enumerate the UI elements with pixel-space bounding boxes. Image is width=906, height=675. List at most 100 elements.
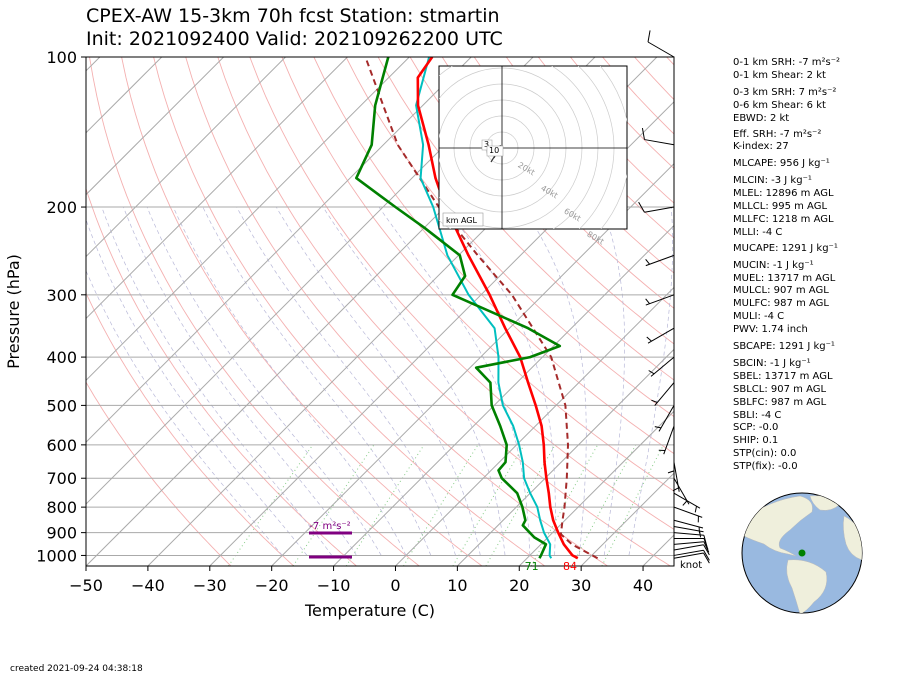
moist-adiabat xyxy=(322,206,506,556)
index-line: 0-1 km SRH: -7 m²s⁻² xyxy=(733,57,840,68)
barb-half xyxy=(645,258,650,265)
index-line: SBLFC: 987 m AGL xyxy=(733,396,827,408)
dry-adiabat xyxy=(86,381,232,566)
dry-adiabat xyxy=(473,57,674,274)
y-tick-label: 900 xyxy=(46,524,77,543)
isotherm xyxy=(518,410,674,566)
index-line: MULFC: 987 m AGL xyxy=(733,298,829,310)
station-marker xyxy=(798,549,806,557)
wind-barb xyxy=(645,254,675,267)
surface-dewpoint-label: 71 xyxy=(525,560,539,573)
dry-adiabat xyxy=(377,57,674,381)
barb-half xyxy=(667,470,675,474)
isotherm xyxy=(209,101,674,566)
index-line: PWV: 1.74 inch xyxy=(733,324,808,336)
isotherm xyxy=(457,348,674,566)
index-line: MUCAPE: 1291 J kg⁻¹ xyxy=(733,242,838,254)
isotherm xyxy=(86,57,286,258)
mixing-ratio-line xyxy=(345,444,425,566)
dry-adiabat xyxy=(86,291,295,566)
wind-barb xyxy=(672,462,680,492)
chart-title: CPEX-AW 15-3km 70h fcst Station: stmarti… xyxy=(86,5,500,27)
land-north-america xyxy=(742,495,813,557)
surface-temperature-label: 84 xyxy=(563,560,577,573)
index-line: SBLI: -4 C xyxy=(733,409,782,421)
barb-staff xyxy=(650,356,675,377)
mixing-ratio-line xyxy=(530,444,599,566)
y-tick-label: 200 xyxy=(46,198,77,217)
x-axis-label: Temperature (C) xyxy=(304,601,435,620)
barb-staff xyxy=(673,506,703,518)
globe-land xyxy=(742,495,862,613)
barb-staff xyxy=(647,327,675,344)
index-line: MUEL: 13717 m AGL xyxy=(733,272,836,284)
barb-flag xyxy=(647,30,651,43)
hodograph-height-box xyxy=(486,145,504,157)
index-line: MULCL: 907 m AGL xyxy=(733,285,829,297)
wind-barb xyxy=(673,506,703,523)
isotherm xyxy=(271,162,674,566)
y-tick-label: 800 xyxy=(46,498,77,517)
moist-adiabat xyxy=(123,206,357,556)
created-timestamp: created 2021-09-24 04:38:18 xyxy=(10,664,143,674)
wind-barb xyxy=(673,519,704,534)
barb-staff xyxy=(663,425,675,455)
isotherm xyxy=(86,57,224,196)
dry-adiabat xyxy=(86,187,357,566)
x-tick-label: −10 xyxy=(317,576,351,595)
x-tick-label: −20 xyxy=(255,576,289,595)
wind-barb xyxy=(645,294,675,306)
moist-adiabat xyxy=(445,206,556,556)
y-tick-label: 500 xyxy=(46,396,77,415)
barb-staff xyxy=(673,526,704,533)
index-line: EBWD: 2 kt xyxy=(733,112,790,124)
isotherm xyxy=(86,57,410,382)
barb-flag xyxy=(641,127,645,140)
barb-staff xyxy=(673,462,680,492)
barb-half xyxy=(658,449,666,451)
x-tick-label: 40 xyxy=(633,576,653,595)
y-tick-label: 400 xyxy=(46,348,77,367)
x-tick-label: −40 xyxy=(131,576,165,595)
moist-adiabat xyxy=(522,206,587,556)
index-line: 0-3 km SRH: 7 m²s⁻² xyxy=(733,86,837,98)
index-line: Eff. SRH: -7 m²s⁻² xyxy=(733,128,822,140)
index-line: SBLCL: 907 m AGL xyxy=(733,383,827,395)
index-line: MLLFC: 1218 m AGL xyxy=(733,213,834,225)
wind-barb xyxy=(673,549,710,561)
hodograph-ring-label: 80kt xyxy=(585,230,605,247)
mixing-ratio-line xyxy=(227,444,314,566)
plot-frame xyxy=(85,56,675,567)
wind-barb xyxy=(641,127,675,146)
y-tick-label: 300 xyxy=(46,286,77,305)
barb-flag xyxy=(703,535,708,547)
wind-barb xyxy=(647,30,675,58)
dewpoint-profile xyxy=(355,57,562,559)
wind-barb xyxy=(673,492,701,513)
dry-adiabat xyxy=(89,57,420,566)
barb-flag xyxy=(638,201,645,213)
dry-adiabat xyxy=(409,57,674,345)
y-tick-label: 700 xyxy=(46,469,77,488)
wind-barb xyxy=(651,382,675,406)
dry-adiabat xyxy=(345,57,674,418)
barb-staff xyxy=(673,541,704,545)
mixing-ratio-line xyxy=(452,444,525,566)
mixing-ratio-line xyxy=(403,444,479,566)
x-tick-label: −50 xyxy=(69,576,103,595)
index-line: STP(cin): 0.0 xyxy=(733,448,797,460)
barb-half xyxy=(672,487,679,492)
index-line: MLLI: -4 C xyxy=(733,226,783,238)
barb-staff xyxy=(673,532,704,536)
dry-adiabat xyxy=(441,57,674,309)
barb-flag xyxy=(703,549,710,561)
moist-adiabat xyxy=(101,206,333,556)
x-tick-label: 20 xyxy=(509,576,529,595)
moist-adiabat xyxy=(378,206,531,556)
barb-staff xyxy=(673,519,704,529)
wind-barb xyxy=(667,444,675,475)
index-line: MUCIN: -1 J kg⁻¹ xyxy=(733,259,814,271)
wind-barb xyxy=(673,477,690,506)
y-tick-label: 1000 xyxy=(36,546,77,565)
